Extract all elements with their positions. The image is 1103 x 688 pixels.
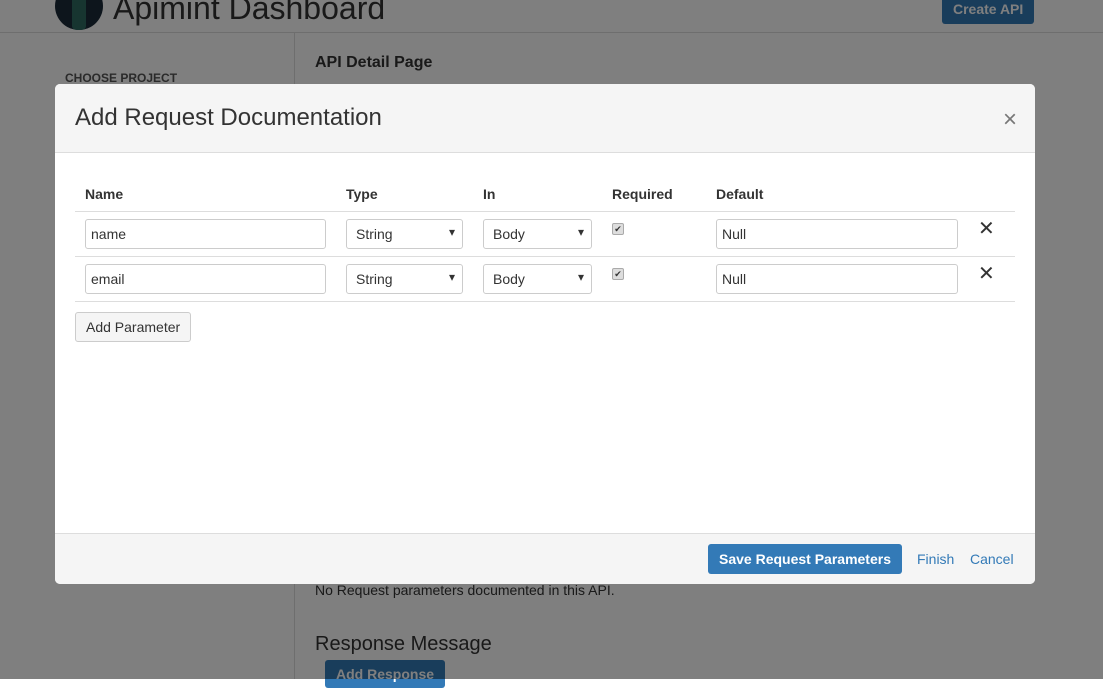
in-select[interactable]: Body [483,264,592,294]
column-header: Name [75,176,336,212]
column-header: Required [602,176,706,212]
default-input[interactable]: Null [716,264,958,294]
required-checkbox[interactable]: ✔ [612,268,624,280]
add-parameter-button[interactable]: Add Parameter [75,312,192,342]
cancel-link[interactable]: Cancel [970,551,1014,567]
close-icon[interactable]: × [1002,106,1017,133]
delete-row-icon[interactable]: ✕ [978,218,995,240]
type-select[interactable]: String [346,219,463,249]
modal-title: Add Request Documentation [75,104,382,131]
required-checkbox[interactable]: ✔ [612,223,624,235]
name-input[interactable]: email [85,264,326,294]
column-header: In [473,176,602,212]
type-select[interactable]: String [346,264,463,294]
delete-row-icon[interactable]: ✕ [978,263,995,285]
table-row: email String Body ✔ Null ✕ [75,256,1015,302]
table-row: name String Body ✔ Null ✕ [75,211,1015,257]
column-header: Type [336,176,473,212]
add-request-modal: Add Request Documentation × Name Type In… [55,84,1035,584]
parameters-table: Name Type In Required Default name Strin… [75,176,1015,302]
finish-link[interactable]: Finish [917,551,955,567]
default-input[interactable]: Null [716,219,958,249]
column-header: Default [706,176,968,212]
save-request-parameters-button[interactable]: Save Request Parameters [708,544,902,574]
name-input[interactable]: name [85,219,326,249]
in-select[interactable]: Body [483,219,592,249]
